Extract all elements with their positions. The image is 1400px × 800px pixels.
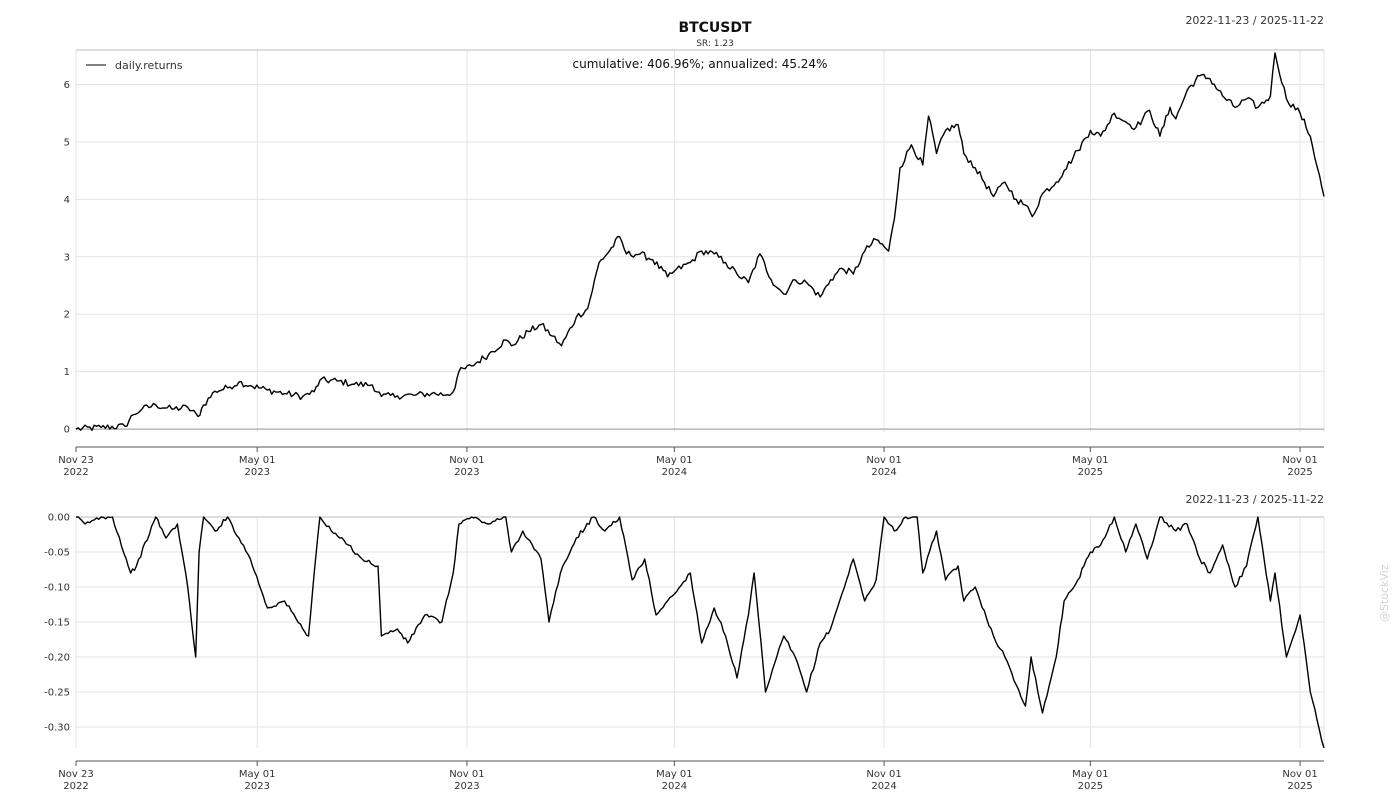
- x-tick-year-label: 2025: [1078, 467, 1103, 478]
- x-tick-year-label: 2023: [454, 467, 479, 478]
- y-tick-label: -0.30: [44, 723, 70, 734]
- x-tick-label: Nov 01: [866, 769, 901, 780]
- y-tick-label: -0.05: [44, 548, 70, 559]
- x-tick-year-label: 2024: [662, 467, 687, 478]
- x-tick-label: May 01: [1072, 769, 1109, 780]
- date-range-top: 2022-11-23 / 2025-11-22: [1185, 14, 1324, 27]
- y-tick-label: 1: [64, 367, 70, 378]
- x-tick-label: May 01: [656, 455, 693, 466]
- y-tick-label: 3: [64, 252, 70, 263]
- date-range-bottom: 2022-11-23 / 2025-11-22: [1185, 493, 1324, 506]
- x-tick-year-label: 2023: [454, 781, 479, 792]
- chart-subtitle: SR: 1.23: [696, 39, 734, 49]
- x-tick-label: Nov 01: [449, 769, 484, 780]
- y-tick-label: 2: [64, 310, 70, 321]
- y-tick-label: -0.10: [44, 583, 70, 594]
- x-tick-label: Nov 01: [1282, 769, 1317, 780]
- x-tick-year-label: 2023: [244, 467, 269, 478]
- x-tick-year-label: 2025: [1287, 467, 1312, 478]
- y-tick-label: -0.15: [44, 618, 70, 629]
- drawdown-series-line: [76, 516, 1325, 749]
- y-tick-label: -0.20: [44, 653, 70, 664]
- x-tick-label: May 01: [239, 769, 276, 780]
- x-tick-label: Nov 01: [866, 455, 901, 466]
- y-tick-label: 6: [64, 80, 70, 91]
- x-tick-year-label: 2024: [662, 781, 687, 792]
- x-tick-label: Nov 23: [58, 769, 93, 780]
- y-tick-label: 0: [64, 425, 70, 436]
- daily.returns-series-line: [75, 52, 1325, 431]
- x-tick-label: Nov 01: [1282, 455, 1317, 466]
- x-tick-label: Nov 01: [449, 455, 484, 466]
- x-tick-year-label: 2022: [63, 467, 88, 478]
- chart-title: BTCUSDT: [678, 20, 752, 36]
- x-tick-label: May 01: [239, 455, 276, 466]
- y-tick-label: -0.25: [44, 688, 70, 699]
- y-tick-label: 4: [64, 195, 70, 206]
- legend-label: daily.returns: [115, 59, 183, 72]
- y-tick-label: 0.00: [48, 513, 70, 524]
- x-tick-year-label: 2023: [244, 781, 269, 792]
- x-tick-label: May 01: [656, 769, 693, 780]
- x-tick-year-label: 2022: [63, 781, 88, 792]
- y-tick-label: 5: [64, 137, 70, 148]
- x-tick-year-label: 2025: [1078, 781, 1103, 792]
- drawdown-panel: 0.00 -0.05 -0.10 -0.15 -0.20 -0.25 -0.30 Nov 23…: [44, 513, 1325, 792]
- x-tick-year-label: 2024: [871, 781, 896, 792]
- x-tick-year-label: 2025: [1287, 781, 1312, 792]
- x-tick-label: May 01: [1072, 455, 1109, 466]
- x-tick-label: Nov 23: [58, 455, 93, 466]
- chart-annotation: cumulative: 406.96%; annualized: 45.24%: [572, 57, 828, 71]
- x-tick-year-label: 2024: [871, 467, 896, 478]
